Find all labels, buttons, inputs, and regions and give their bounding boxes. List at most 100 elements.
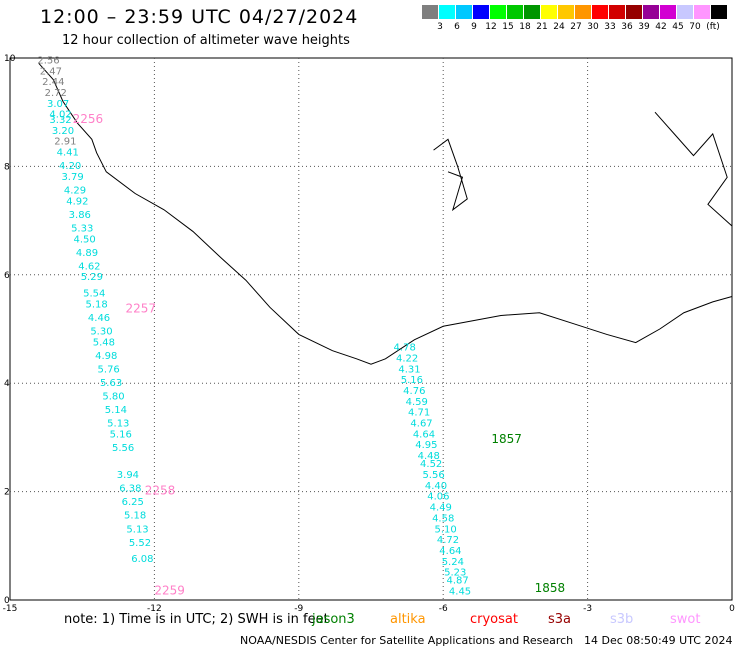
colorbar-tick-label: 3 xyxy=(437,22,443,32)
wave-height-value: 5.18 xyxy=(86,299,108,310)
wave-height-value: 4.31 xyxy=(398,364,420,375)
y-tick-label: 0 xyxy=(4,596,10,606)
footer-credit: NOAA/NESDIS Center for Satellite Applica… xyxy=(240,634,574,647)
wave-height-value: 5.23 xyxy=(444,568,466,579)
pass-time-label: 1858 xyxy=(535,581,566,595)
map-title: 12:00 – 23:59 UTC 04/27/2024 xyxy=(40,6,359,28)
colorbar-tick-label: 42 xyxy=(655,22,667,32)
wave-height-value: 5.52 xyxy=(129,538,151,549)
pass-time-labels: 2256 2257 2258 2259 1857 1858 xyxy=(73,112,566,598)
colorbar-swatch xyxy=(694,5,710,19)
wave-height-value: 5.48 xyxy=(93,337,115,348)
lake-volta xyxy=(654,111,733,227)
inland-lake xyxy=(433,138,468,212)
colorbar-swatch xyxy=(524,5,540,19)
wave-height-value: 4.64 xyxy=(413,429,435,440)
x-tick-label: -15 xyxy=(3,604,18,614)
colorbar-swatch xyxy=(643,5,659,19)
wave-height-value: 4.02 xyxy=(49,110,71,121)
wave-height-value: 5.13 xyxy=(107,419,129,430)
wave-height-value: 4.20 xyxy=(59,161,81,172)
colorbar-tick-label: 24 xyxy=(553,22,565,32)
wave-height-value: 3.94 xyxy=(117,470,139,481)
colorbar-tick-label: 70 xyxy=(689,22,701,32)
colorbar-swatch xyxy=(711,5,727,19)
colorbar-swatch xyxy=(456,5,472,19)
colorbar-tick-label: 39 xyxy=(638,22,650,32)
colorbar-tick-label: 12 xyxy=(485,22,497,32)
wave-height-value: 4.50 xyxy=(73,234,95,245)
y-tick-label: 4 xyxy=(4,379,10,389)
colorbar-tick-label: 15 xyxy=(502,22,514,32)
wave-height-value: 2.44 xyxy=(42,77,64,88)
wave-height-value: 5.54 xyxy=(83,288,105,299)
wave-height-value: 4.71 xyxy=(408,408,430,419)
wave-height-value: 4.41 xyxy=(57,148,79,159)
wave-height-value: 5.16 xyxy=(110,429,132,440)
pass-time-label: 2259 xyxy=(154,584,185,598)
wave-height-value: 4.48 xyxy=(418,451,440,462)
colorbar-swatch xyxy=(592,5,608,19)
wave-height-value: 6.08 xyxy=(131,554,153,565)
wave-height-value: 5.24 xyxy=(442,557,464,568)
colorbar-tick-label: 36 xyxy=(621,22,633,32)
map-frame xyxy=(9,57,733,601)
pass-time-label: 1857 xyxy=(491,432,522,446)
colorbar-swatch xyxy=(439,5,455,19)
wave-height-value: 4.29 xyxy=(64,186,86,197)
wave-height-value: 4.89 xyxy=(76,248,98,259)
wave-height-value: 3.86 xyxy=(69,210,91,221)
wave-height-value: 4.92 xyxy=(66,196,88,207)
x-tick-label: -3 xyxy=(583,604,592,614)
footer-note: note: 1) Time is in UTC; 2) SWH is in fe… xyxy=(64,612,329,627)
wave-height-value: 2.47 xyxy=(40,66,62,77)
wave-height-value: 5.16 xyxy=(401,375,423,386)
wave-height-value: 5.18 xyxy=(124,511,146,522)
colorbar-tick-label: 21 xyxy=(536,22,548,32)
colorbar-swatch xyxy=(541,5,557,19)
legend-entry-jason3: jason3 xyxy=(312,612,355,627)
wave-height-value: 5.33 xyxy=(71,223,93,234)
wave-height-value: 4.64 xyxy=(439,546,461,557)
colorbar-tick-label: 45 xyxy=(672,22,684,32)
wave-height-value: 4.49 xyxy=(430,503,452,514)
colorbar-swatch xyxy=(507,5,523,19)
footer-timestamp: 14 Dec 08:50:49 UTC 2024 xyxy=(584,634,733,647)
colorbar-swatch xyxy=(422,5,438,19)
y-tick-label: 10 xyxy=(4,54,16,64)
coastline-west-africa xyxy=(38,63,733,365)
x-tick-label: -12 xyxy=(147,604,162,614)
map-subtitle: 12 hour collection of altimeter wave hei… xyxy=(62,33,350,48)
wave-height-value: 4.78 xyxy=(394,343,416,354)
wave-height-value: 2.91 xyxy=(54,137,76,148)
colorbar-swatch xyxy=(558,5,574,19)
legend-entry-cryosat: cryosat xyxy=(470,612,518,627)
wave-height-value: 5.76 xyxy=(98,364,120,375)
y-tick-label: 8 xyxy=(4,162,10,172)
wave-height-value: 4.76 xyxy=(403,386,425,397)
wave-height-value: 5.10 xyxy=(434,524,456,535)
plot-border xyxy=(9,57,733,601)
wave-height-value: 5.56 xyxy=(112,443,134,454)
colorbar-tick-label: 18 xyxy=(519,22,531,32)
wave-height-value: 4.22 xyxy=(396,354,418,365)
wave-height-value: 4.40 xyxy=(425,481,447,492)
wave-height-value: 4.06 xyxy=(427,492,449,503)
colorbar-swatch xyxy=(626,5,642,19)
wave-height-value: 4.98 xyxy=(95,351,117,362)
legend-entry-swot: swot xyxy=(670,612,701,627)
wave-height-value: 4.62 xyxy=(78,261,100,272)
legend-entry-s3b: s3b xyxy=(610,612,634,627)
wave-height-value: 4.59 xyxy=(406,397,428,408)
wave-height-value: 5.30 xyxy=(90,326,112,337)
wave-height-value: 5.29 xyxy=(81,272,103,283)
wave-height-value: 4.58 xyxy=(432,513,454,524)
wave-height-value: 4.72 xyxy=(437,535,459,546)
wave-height-value: 2.72 xyxy=(45,88,67,99)
wave-height-value: 3.07 xyxy=(47,99,69,110)
wave-height-value: 4.52 xyxy=(420,459,442,470)
colorbar-swatch xyxy=(575,5,591,19)
colorbar-tick-label: 30 xyxy=(587,22,599,32)
x-tick-label: 0 xyxy=(729,604,735,614)
